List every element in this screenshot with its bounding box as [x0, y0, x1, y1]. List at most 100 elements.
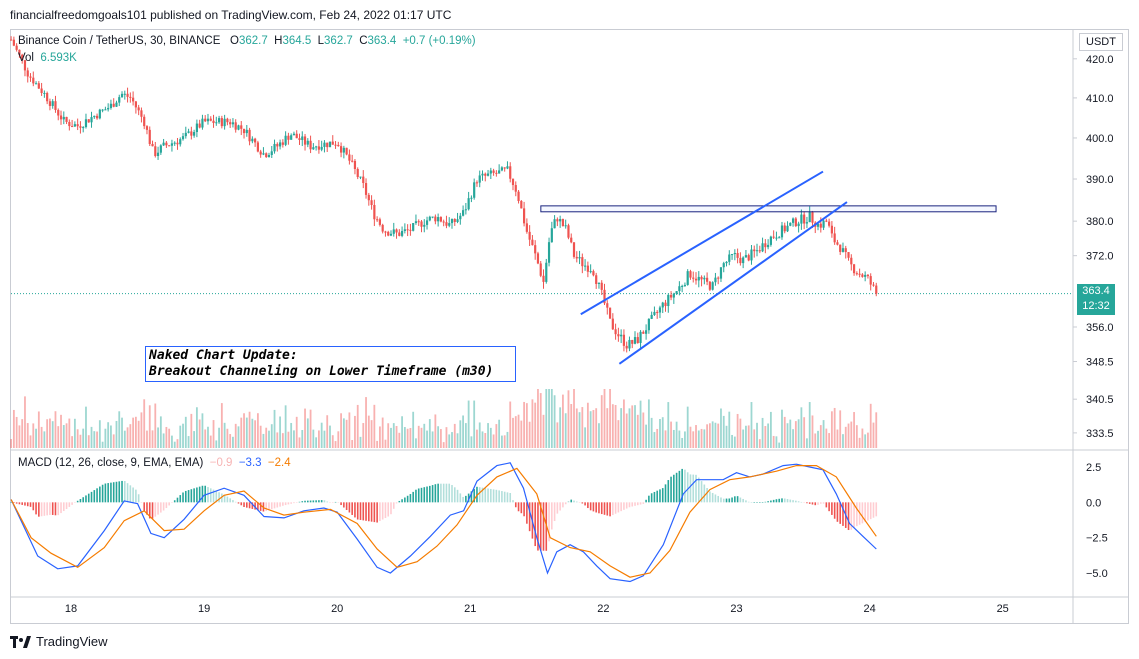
macd-histogram-bar: [71, 502, 73, 505]
volume-bar: [512, 417, 514, 448]
candle-body: [148, 129, 151, 144]
volume-bar: [10, 439, 13, 448]
volume-bar: [836, 429, 839, 448]
macd-histogram-bar: [276, 502, 279, 508]
volume-bar: [362, 423, 365, 448]
volume-bar: [171, 435, 173, 448]
macd-histogram-bar: [459, 493, 462, 503]
candle-body: [689, 271, 692, 278]
macd-histogram-bar: [539, 502, 542, 551]
volume-bar: [742, 429, 745, 448]
candle-body: [478, 175, 481, 183]
volume-bar: [401, 416, 403, 448]
macd-histogram-bar: [817, 502, 819, 505]
macd-histogram-bar: [334, 501, 337, 503]
candle-body: [775, 237, 778, 239]
volume-bar: [476, 429, 478, 448]
candle-body: [32, 77, 35, 84]
volume-bar: [473, 400, 476, 448]
candle-body: [317, 146, 320, 150]
macd-tick-label: −2.5: [1086, 533, 1108, 545]
candle-body: [761, 243, 764, 252]
high-label: H: [274, 35, 283, 47]
volume-bar: [207, 426, 209, 448]
macd-histogram-bar: [326, 501, 329, 503]
volume-bar: [708, 423, 711, 448]
volume-bar: [808, 402, 811, 448]
macd-histogram-bar: [528, 502, 531, 532]
macd-histogram-bar: [420, 487, 423, 503]
tradingview-logo[interactable]: TradingView: [10, 634, 108, 649]
volume-bar: [603, 389, 606, 448]
candle-body: [59, 115, 63, 120]
macd-histogram-bar: [237, 502, 240, 504]
macd-histogram-bar: [648, 495, 650, 503]
macd-histogram-bar: [212, 489, 215, 503]
candle-body: [728, 254, 731, 262]
candle-body: [71, 126, 74, 128]
macd-histogram-bar: [157, 502, 159, 515]
volume-bar: [162, 433, 165, 448]
volume-bar: [817, 430, 819, 448]
candle-body: [82, 127, 85, 129]
macd-histogram-bar: [728, 498, 731, 503]
candle-body: [811, 212, 814, 223]
macd-histogram-bar: [354, 502, 356, 518]
volume-bar: [847, 423, 850, 448]
macd-histogram-bar: [121, 480, 123, 503]
annotation-box[interactable]: Naked Chart Update: Breakout Channeling …: [145, 346, 516, 382]
macd-histogram-bar: [639, 502, 642, 505]
macd-histogram-bar: [49, 502, 51, 515]
volume-bar: [340, 413, 342, 448]
macd-histogram-bar: [750, 502, 753, 503]
volume-bar: [423, 423, 426, 448]
macd-histogram-bar: [722, 498, 725, 503]
candle-body: [165, 142, 168, 146]
candle-body: [561, 219, 565, 226]
volume-bar: [786, 423, 789, 448]
macd-value: −3.3: [238, 457, 262, 469]
volume-bar: [722, 415, 725, 448]
volume-bar: [761, 417, 764, 448]
macd-histogram-bar: [714, 494, 717, 503]
candle-body: [511, 178, 515, 186]
macd-tick-label: 2.5: [1086, 462, 1101, 474]
volume-bar: [706, 424, 709, 448]
volume-bar: [667, 402, 670, 448]
macd-histogram-bar: [570, 499, 573, 503]
macd-histogram-bar: [348, 502, 351, 513]
macd-histogram-bar: [434, 484, 437, 503]
candle-body: [29, 76, 32, 78]
candle-body: [412, 223, 415, 231]
macd-histogram-bar: [10, 502, 12, 503]
candle-body: [353, 160, 357, 169]
volume-bar: [672, 429, 675, 448]
candle-body: [295, 133, 298, 139]
macd-histogram-bar: [695, 474, 697, 503]
candle-body: [201, 118, 204, 128]
volume-bar: [209, 435, 212, 448]
macd-histogram-bar: [129, 485, 132, 503]
volume-bar: [320, 422, 323, 448]
volume-bar: [606, 408, 609, 448]
macd-tick-label: 0.0: [1086, 497, 1101, 509]
macd-histogram-bar: [160, 502, 162, 513]
volume-bar: [265, 427, 268, 448]
price-tick-label: 410.0: [1086, 93, 1114, 105]
macd-histogram-bar: [229, 498, 231, 503]
macd-histogram-bar: [803, 502, 805, 503]
candle-body: [156, 152, 160, 157]
volume-bar: [573, 389, 575, 448]
currency-button[interactable]: USDT: [1079, 33, 1123, 51]
volume-bar: [620, 408, 623, 448]
volume-bar: [584, 427, 586, 448]
candle-body: [650, 314, 653, 319]
macd-histogram-bar: [542, 502, 545, 551]
macd-histogram-bar: [187, 490, 190, 503]
macd-histogram-bar: [82, 497, 85, 503]
macd-histogram-bar: [254, 502, 256, 510]
tradingview-logo-icon: [10, 635, 31, 648]
volume-bar: [720, 408, 722, 448]
macd-histogram-bar: [54, 502, 57, 516]
candle-body: [697, 276, 700, 281]
